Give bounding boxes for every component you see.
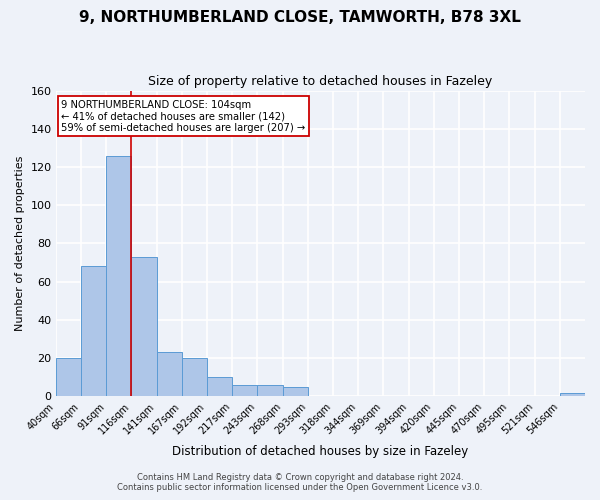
Y-axis label: Number of detached properties: Number of detached properties xyxy=(15,156,25,331)
Bar xyxy=(81,266,106,396)
Bar xyxy=(283,387,308,396)
Bar xyxy=(560,392,585,396)
Bar xyxy=(257,385,283,396)
Text: 9, NORTHUMBERLAND CLOSE, TAMWORTH, B78 3XL: 9, NORTHUMBERLAND CLOSE, TAMWORTH, B78 3… xyxy=(79,10,521,25)
Text: Contains HM Land Registry data © Crown copyright and database right 2024.
Contai: Contains HM Land Registry data © Crown c… xyxy=(118,473,482,492)
Bar xyxy=(157,352,182,397)
Bar xyxy=(56,358,81,397)
Title: Size of property relative to detached houses in Fazeley: Size of property relative to detached ho… xyxy=(148,75,493,88)
Bar xyxy=(232,385,257,396)
X-axis label: Distribution of detached houses by size in Fazeley: Distribution of detached houses by size … xyxy=(172,444,469,458)
Bar xyxy=(106,156,131,396)
Text: 9 NORTHUMBERLAND CLOSE: 104sqm
← 41% of detached houses are smaller (142)
59% of: 9 NORTHUMBERLAND CLOSE: 104sqm ← 41% of … xyxy=(61,100,305,133)
Bar xyxy=(207,378,232,396)
Bar xyxy=(131,257,157,396)
Bar xyxy=(182,358,207,397)
